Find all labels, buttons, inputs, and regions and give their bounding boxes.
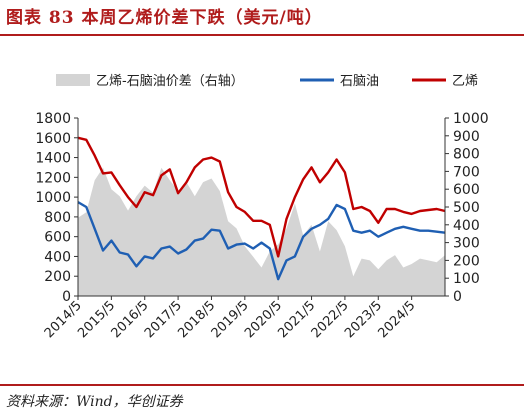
right-tick-label: 800 — [453, 147, 480, 163]
left-tick-label: 1400 — [35, 151, 71, 167]
title-rule — [0, 34, 524, 36]
legend-item-0: 乙烯-石脑油价差（右轴） — [56, 74, 244, 89]
ethylene-spread-chart: 乙烯-石脑油价差（右轴） 石脑油 乙烯 0200400600800100012001… — [35, 74, 489, 341]
left-tick-label: 200 — [44, 269, 71, 285]
ethylene-line — [77, 136, 446, 258]
series-2 — [77, 136, 446, 258]
source-rule — [0, 384, 524, 386]
legend-label: 石脑油 — [340, 74, 379, 89]
left-tick-label: 1600 — [35, 131, 71, 147]
legend-item-2: 乙烯 — [412, 74, 478, 89]
right-tick-label: 900 — [453, 129, 480, 145]
legend-swatch — [56, 74, 90, 86]
plot-area — [77, 136, 446, 296]
right-tick-label: 100 — [453, 271, 480, 287]
left-tick-label: 1000 — [35, 190, 71, 206]
right-tick-label: 1000 — [453, 111, 489, 127]
left-tick-label: 1800 — [35, 111, 71, 127]
right-tick-label: 600 — [453, 182, 480, 198]
right-tick-label: 500 — [453, 200, 480, 216]
left-tick-label: 400 — [44, 249, 71, 265]
figure-title: 图表 83 本周乙烯价差下跌（美元/吨） — [6, 8, 323, 28]
series-1 — [77, 201, 446, 281]
left-tick-label: 1200 — [35, 170, 71, 186]
right-tick-label: 700 — [453, 164, 480, 180]
legend-label: 乙烯 — [452, 74, 478, 89]
left-tick-label: 0 — [62, 289, 71, 305]
right-tick-label: 200 — [453, 253, 480, 269]
legend-label: 乙烯-石脑油价差（右轴） — [96, 74, 244, 89]
x-tick-label: 2024/5 — [376, 298, 419, 341]
spread-area — [78, 167, 445, 296]
chart-legend: 乙烯-石脑油价差（右轴） 石脑油 乙烯 — [56, 74, 478, 89]
legend-item-1: 石脑油 — [300, 74, 379, 89]
source-note: 资料来源：Wind，华创证券 — [6, 394, 183, 410]
naphtha-line — [77, 201, 446, 281]
right-tick-label: 400 — [453, 218, 480, 234]
series-0 — [78, 167, 445, 296]
right-tick-label: 300 — [453, 236, 480, 252]
left-tick-label: 600 — [44, 230, 71, 246]
left-tick-label: 800 — [44, 210, 71, 226]
right-tick-label: 0 — [453, 289, 462, 305]
